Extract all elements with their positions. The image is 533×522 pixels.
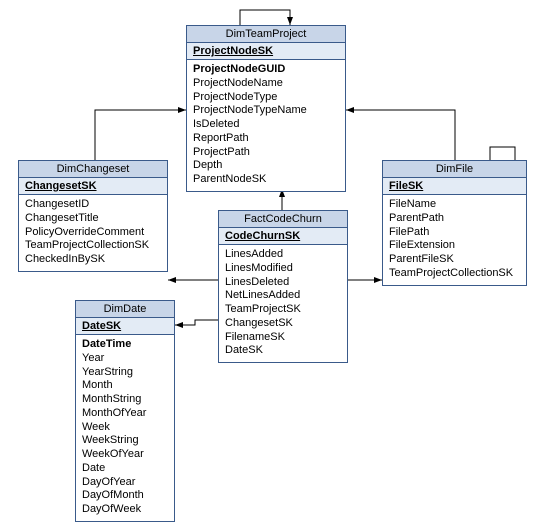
entity-pk: ProjectNodeSK [187, 43, 345, 60]
entity-dimchangeset: DimChangeset ChangesetSK ChangesetIDChan… [18, 160, 168, 272]
field: ProjectNodeType [193, 91, 339, 105]
entity-title: DimDate [76, 301, 174, 318]
field: CheckedInBySK [25, 253, 161, 267]
field: ProjectNodeGUID [193, 63, 339, 77]
entity-factcodechurn: FactCodeChurn CodeChurnSK LinesAddedLine… [218, 210, 348, 363]
field: YearString [82, 366, 168, 380]
field: Week [82, 421, 168, 435]
entity-title: DimTeamProject [187, 26, 345, 43]
entity-dimfile: DimFile FileSK FileNameParentPathFilePat… [382, 160, 527, 286]
entity-fields: LinesAddedLinesModifiedLinesDeletedNetLi… [219, 245, 347, 362]
entity-pk: CodeChurnSK [219, 228, 347, 245]
entity-dimdate: DimDate DateSK DateTimeYearYearStringMon… [75, 300, 175, 522]
field: ChangesetSK [225, 317, 341, 331]
field: TeamProjectSK [225, 303, 341, 317]
entity-title: DimFile [383, 161, 526, 178]
entity-fields: FileNameParentPathFilePathFileExtensionP… [383, 195, 526, 285]
field: FilePath [389, 226, 520, 240]
field: DateTime [82, 338, 168, 352]
field: DateSK [225, 344, 341, 358]
field: FileExtension [389, 239, 520, 253]
field: WeekOfYear [82, 448, 168, 462]
field: LinesAdded [225, 248, 341, 262]
entity-title: FactCodeChurn [219, 211, 347, 228]
field: DayOfYear [82, 476, 168, 490]
entity-pk: ChangesetSK [19, 178, 167, 195]
field: LinesModified [225, 262, 341, 276]
entity-fields: DateTimeYearYearStringMonthMonthStringMo… [76, 335, 174, 521]
field: ProjectNodeTypeName [193, 104, 339, 118]
field: LinesDeleted [225, 276, 341, 290]
field: ReportPath [193, 132, 339, 146]
field: ParentNodeSK [193, 173, 339, 187]
field: DayOfMonth [82, 489, 168, 503]
field: MonthString [82, 393, 168, 407]
entity-pk: FileSK [383, 178, 526, 195]
field: ParentFileSK [389, 253, 520, 267]
field: ChangesetTitle [25, 212, 161, 226]
entity-pk: DateSK [76, 318, 174, 335]
field: Year [82, 352, 168, 366]
field: FilenameSK [225, 331, 341, 345]
field: MonthOfYear [82, 407, 168, 421]
field: IsDeleted [193, 118, 339, 132]
field: ProjectPath [193, 146, 339, 160]
field: ParentPath [389, 212, 520, 226]
field: NetLinesAdded [225, 289, 341, 303]
field: Date [82, 462, 168, 476]
field: TeamProjectCollectionSK [389, 267, 520, 281]
field: ChangesetID [25, 198, 161, 212]
entity-dimteamproject: DimTeamProject ProjectNodeSK ProjectNode… [186, 25, 346, 192]
field: FileName [389, 198, 520, 212]
field: PolicyOverrideComment [25, 226, 161, 240]
field: TeamProjectCollectionSK [25, 239, 161, 253]
field: Month [82, 379, 168, 393]
entity-title: DimChangeset [19, 161, 167, 178]
field: Depth [193, 159, 339, 173]
field: WeekString [82, 434, 168, 448]
field: ProjectNodeName [193, 77, 339, 91]
entity-fields: ChangesetIDChangesetTitlePolicyOverrideC… [19, 195, 167, 271]
entity-fields: ProjectNodeGUIDProjectNodeNameProjectNod… [187, 60, 345, 191]
